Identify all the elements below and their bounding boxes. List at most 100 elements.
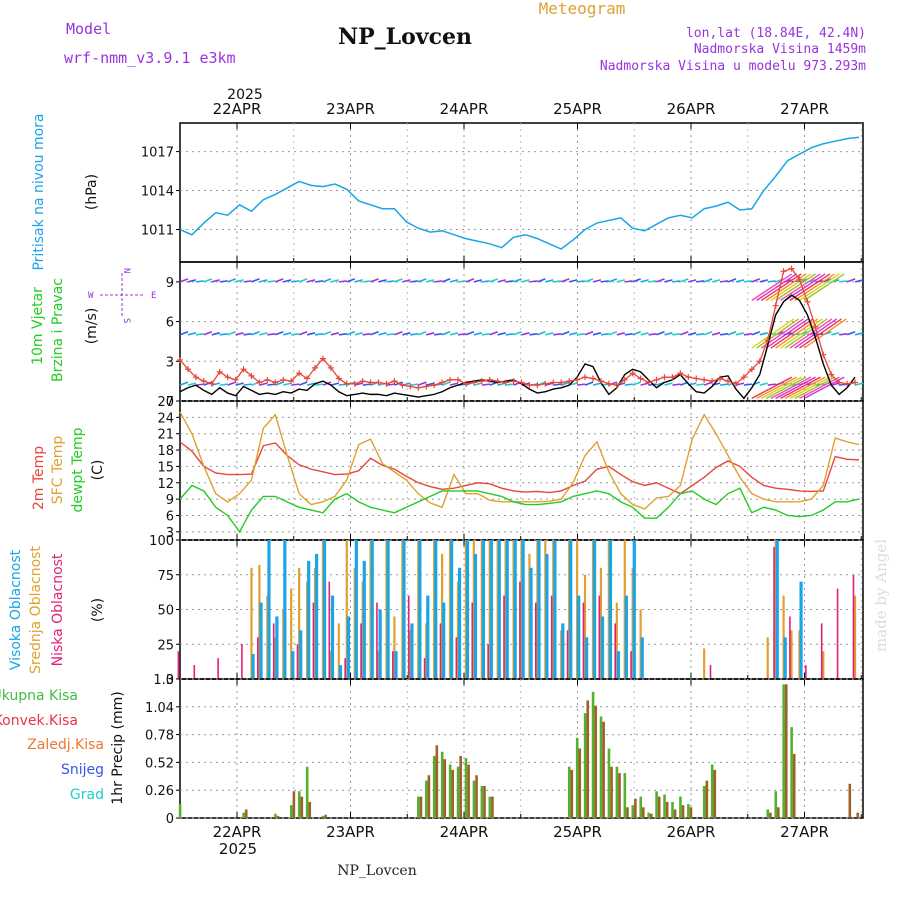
precip-conv-bar — [856, 812, 860, 818]
gust-marker — [637, 375, 644, 382]
wind-barb — [394, 331, 403, 336]
wind-barb — [417, 331, 427, 336]
wind-barb — [354, 332, 363, 336]
gust-marker — [724, 378, 731, 385]
top-day-label: 25APR — [553, 100, 602, 118]
wind-barb — [553, 383, 562, 386]
wind-barb — [696, 280, 705, 283]
cloud-bar-1 — [703, 648, 706, 679]
wind-compass: W E N S — [88, 268, 156, 323]
cloud-bar-0 — [465, 540, 470, 679]
wind-barb — [291, 333, 300, 336]
wind-barb — [394, 278, 403, 283]
temp-line-0 — [179, 441, 860, 495]
gust-marker — [558, 379, 565, 386]
gust-marker — [550, 379, 557, 386]
gust-marker — [772, 302, 779, 309]
precip-conv-bar — [673, 809, 677, 818]
wind-barb — [179, 381, 189, 386]
precip-conv-bar — [689, 807, 693, 818]
wind-barb — [545, 382, 554, 386]
wind-barb — [211, 382, 220, 386]
wind-barb — [656, 278, 665, 283]
precip-total-bar — [655, 791, 658, 818]
wind-barb — [743, 383, 752, 386]
y-tick-label: 0.26 — [145, 784, 174, 799]
gust-marker — [462, 380, 469, 387]
gust-marker — [502, 379, 509, 386]
cloud-bar-1 — [290, 588, 293, 679]
wind-barb — [291, 383, 300, 386]
gust-marker — [542, 380, 549, 387]
wind-title-2: Brzina i Pravac — [50, 278, 66, 382]
precip-conv-bar — [244, 809, 248, 818]
gust-marker — [256, 379, 263, 386]
wind-barb — [672, 333, 681, 336]
precip-total-bar — [480, 785, 484, 818]
precip-conv-bar — [324, 814, 327, 818]
gust-marker — [177, 356, 183, 363]
strong-wind-barb — [765, 318, 809, 349]
precip-total-bar — [687, 804, 690, 818]
precip-total-bar — [321, 815, 325, 818]
gust-marker — [232, 376, 239, 383]
gust-marker — [423, 383, 430, 390]
strong-wind-barb — [789, 376, 831, 399]
wind-barb — [314, 280, 324, 283]
cloud-bar-2 — [296, 644, 299, 679]
y-tick-label: 1014 — [141, 185, 174, 200]
cloud-bar-0 — [402, 540, 406, 679]
gust-marker — [272, 379, 279, 386]
wind-barb — [640, 382, 649, 386]
wind-barb — [505, 383, 514, 386]
wind-barb — [759, 382, 768, 386]
cloud-bar-0 — [354, 540, 358, 679]
wind-barb — [584, 278, 594, 283]
gust-marker — [574, 376, 581, 383]
precip-conv-bar — [578, 748, 582, 818]
precip-conv-bar — [459, 755, 462, 818]
cloud-bar-0 — [624, 595, 628, 679]
wind-barb — [402, 279, 411, 283]
precip-conv-bar — [705, 780, 709, 818]
wind-barb — [473, 382, 483, 386]
strong-wind-barb — [775, 376, 816, 399]
wind-barb — [537, 278, 546, 283]
wind-barb — [259, 279, 268, 283]
wind-barb — [632, 331, 641, 336]
wind-barb — [688, 279, 697, 283]
cloud-bar-0 — [386, 540, 390, 679]
wind-barb — [354, 382, 363, 386]
wind-barb — [434, 333, 443, 336]
gust-marker — [510, 378, 517, 385]
precip-total-bar — [472, 780, 476, 818]
precip-total-bar — [782, 684, 785, 818]
bottom-day-label: 24APR — [440, 823, 489, 841]
gust-marker — [582, 374, 589, 381]
wind-barb — [441, 331, 451, 336]
cloud-bar-0 — [489, 540, 493, 679]
strong-wind-barb — [794, 273, 836, 301]
cloud-bar-1 — [583, 574, 587, 679]
wind-barb — [497, 382, 506, 386]
cloud-bar-0 — [299, 630, 303, 679]
wind-barb — [275, 278, 284, 283]
precip-conv-bar — [618, 773, 621, 818]
top-day-labels: 22APR 23APR 24APR 25APR 26APR 27APR — [213, 100, 829, 118]
gust-marker — [240, 366, 247, 373]
precip-ylabel: 1hr Precip (mm) — [110, 691, 126, 804]
wind-barb — [608, 278, 618, 283]
wind-barb — [179, 278, 189, 283]
y-tick-label: 1011 — [141, 224, 174, 239]
compass-east: E — [151, 291, 156, 301]
wind-barb — [846, 278, 856, 283]
cloud-bar-0 — [529, 567, 533, 679]
wind-barb — [839, 333, 848, 336]
precip-total-bar — [424, 780, 428, 818]
wind-barb — [648, 280, 657, 283]
wind-barb — [719, 333, 729, 336]
altitude-label: Nadmorska Visina 1459m — [694, 42, 866, 57]
precip-conv-bar — [602, 721, 605, 818]
bottom-day-label: 22APR — [213, 823, 262, 841]
gust-marker — [264, 376, 271, 383]
